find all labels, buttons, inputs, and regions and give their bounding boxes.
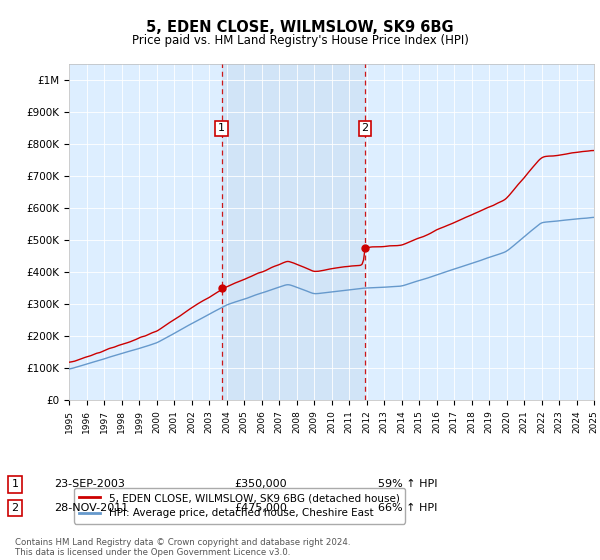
Text: Price paid vs. HM Land Registry's House Price Index (HPI): Price paid vs. HM Land Registry's House … — [131, 34, 469, 46]
Text: 59% ↑ HPI: 59% ↑ HPI — [378, 479, 437, 489]
Text: £350,000: £350,000 — [234, 479, 287, 489]
Text: 5, EDEN CLOSE, WILMSLOW, SK9 6BG: 5, EDEN CLOSE, WILMSLOW, SK9 6BG — [146, 20, 454, 35]
Bar — [221, 64, 365, 400]
Text: 1: 1 — [218, 123, 225, 133]
Text: 66% ↑ HPI: 66% ↑ HPI — [378, 503, 437, 513]
Text: 2: 2 — [361, 123, 368, 133]
Text: Contains HM Land Registry data © Crown copyright and database right 2024.
This d: Contains HM Land Registry data © Crown c… — [15, 538, 350, 557]
Legend: 5, EDEN CLOSE, WILMSLOW, SK9 6BG (detached house), HPI: Average price, detached : 5, EDEN CLOSE, WILMSLOW, SK9 6BG (detach… — [74, 488, 404, 524]
Text: £475,000: £475,000 — [234, 503, 287, 513]
Text: 2: 2 — [11, 503, 19, 513]
Text: 1: 1 — [11, 479, 19, 489]
Text: 23-SEP-2003: 23-SEP-2003 — [54, 479, 125, 489]
Text: 28-NOV-2011: 28-NOV-2011 — [54, 503, 128, 513]
